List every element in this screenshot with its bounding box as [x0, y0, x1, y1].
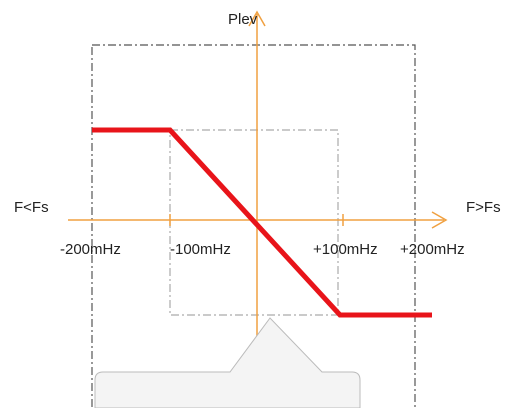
y-axis-label: Plev: [228, 11, 258, 28]
tick-label: +200mHz: [400, 241, 465, 258]
tick-label: +100mHz: [313, 241, 378, 258]
left-label: F<Fs: [14, 199, 49, 216]
tick-label: -100mHz: [170, 241, 231, 258]
x-arrow: [431, 211, 448, 229]
outer-frame: [91, 44, 416, 408]
tick-label: -200mHz: [60, 241, 121, 258]
right-label: F>Fs: [466, 199, 501, 216]
callout: [94, 317, 361, 408]
y-arrow: [248, 10, 266, 27]
droop-curve: [92, 127, 432, 318]
